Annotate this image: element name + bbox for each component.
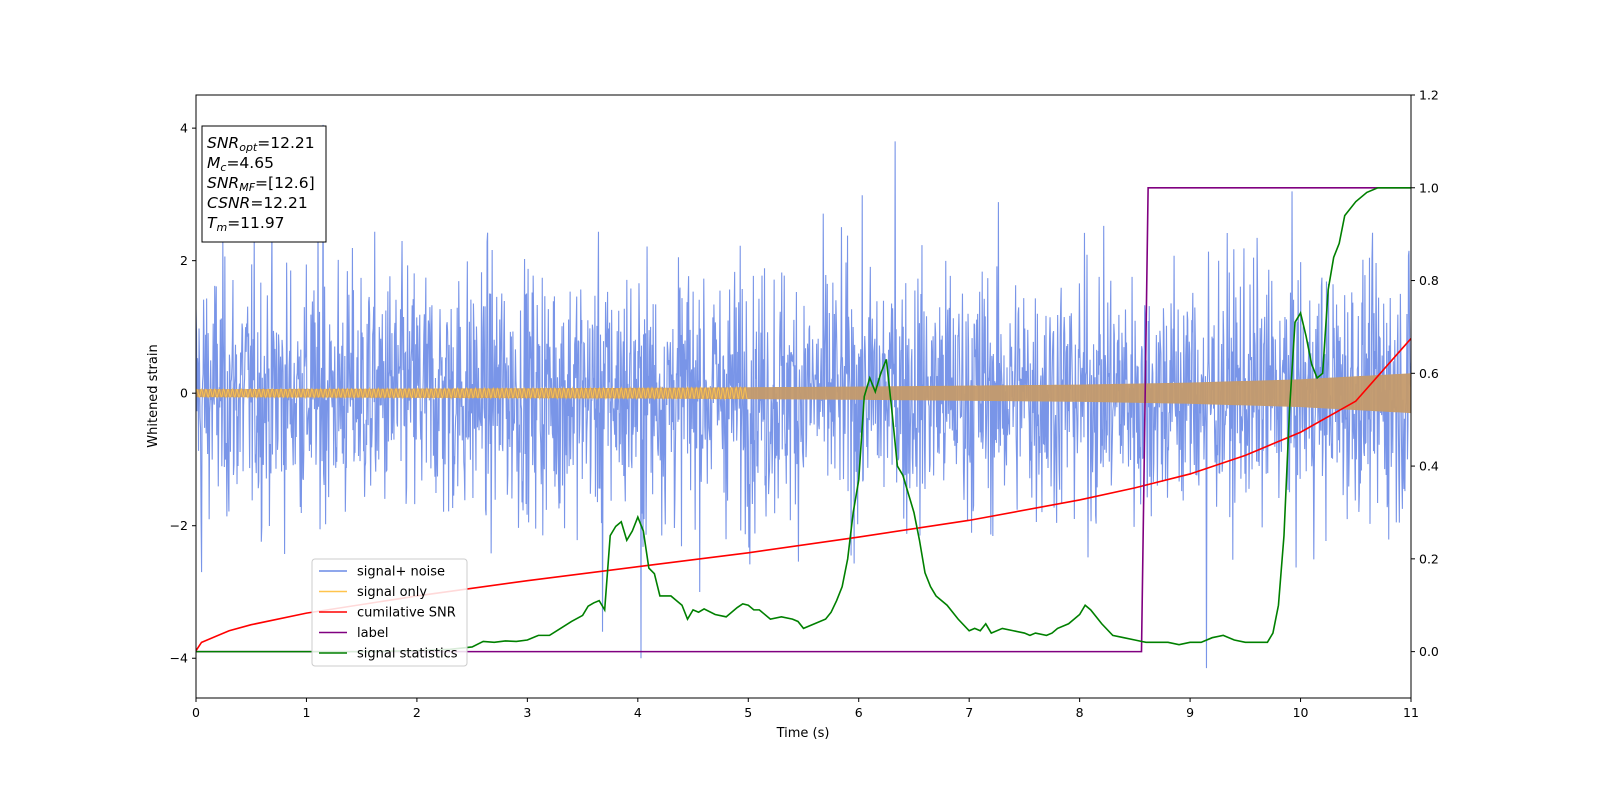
axes-frame <box>195 94 1412 699</box>
x-tick-label: 6 <box>855 705 863 720</box>
x-tick-label: 7 <box>965 705 973 720</box>
x-tick-label: 8 <box>1076 705 1084 720</box>
x-tick-label: 1 <box>302 705 310 720</box>
info-line: Tm=11.97 <box>207 214 285 234</box>
x-tick-label: 0 <box>192 705 200 720</box>
info-line: Mc=4.65 <box>207 154 274 174</box>
info-line: SNRMF=[12.6] <box>207 174 315 194</box>
y2-tick-label: 0.2 <box>1419 551 1439 566</box>
x-tick-label: 2 <box>413 705 421 720</box>
x-tick-label: 5 <box>744 705 752 720</box>
info-box: SNRopt=12.21Mc=4.65SNRMF=[12.6]CSNR=12.2… <box>201 125 327 243</box>
plot-area <box>196 124 1411 669</box>
y-axis-label: Whitened strain <box>146 344 161 447</box>
legend-frame <box>311 558 468 667</box>
x-tick-label: 9 <box>1186 705 1194 720</box>
x-tick-label: 4 <box>634 705 642 720</box>
legend: signal+ noise signal only cumilative SNR la… <box>311 558 468 667</box>
legend-label: signal only <box>357 585 427 600</box>
y-tick-label: −4 <box>170 651 188 666</box>
info-line: CSNR=12.21 <box>207 194 308 212</box>
info-box-lines: SNRopt=12.21Mc=4.65SNRMF=[12.6]CSNR=12.2… <box>207 134 315 234</box>
x-axis-label: Time (s) <box>776 726 830 741</box>
series-signal-only-band <box>196 373 1411 414</box>
x-tick-label: 10 <box>1293 705 1309 720</box>
y-tick-label: 2 <box>180 253 188 268</box>
legend-label: signal statistics <box>357 647 458 662</box>
series-cumulative-snr-line <box>196 337 1411 652</box>
legend-label: cumilative SNR <box>357 606 456 621</box>
y-tick-label: 0 <box>180 386 188 401</box>
y2-tick-label: 0.0 <box>1419 644 1439 659</box>
legend-label: label <box>357 626 388 641</box>
y2-tick-label: 1.0 <box>1419 180 1439 195</box>
axis-ticks: 0 1 2 3 4 5 6 7 8 9 10 11 −4 −2 0 2 4 0.0 0.2 0.4 0.6 0.8 1.0 1… <box>170 88 1439 721</box>
y2-tick-label: 1.2 <box>1419 88 1439 103</box>
legend-label: signal+ noise <box>357 565 445 580</box>
x-tick-label: 3 <box>523 705 531 720</box>
y2-tick-label: 0.6 <box>1419 366 1439 381</box>
series-signal-only-line <box>196 385 748 401</box>
series-signal-noise-line <box>196 124 1411 669</box>
info-box-frame <box>201 125 327 243</box>
y2-tick-label: 0.4 <box>1419 459 1439 474</box>
info-line: SNRopt=12.21 <box>207 134 315 154</box>
y-tick-label: 4 <box>180 121 188 136</box>
y-tick-label: −2 <box>170 518 188 533</box>
series-label-line <box>196 186 1411 653</box>
series-signal-statistics-line <box>196 186 1411 653</box>
y2-tick-label: 0.8 <box>1419 273 1439 288</box>
legend-items: signal+ noise signal only cumilative SNR la… <box>319 565 458 662</box>
x-tick-label: 11 <box>1403 705 1419 720</box>
